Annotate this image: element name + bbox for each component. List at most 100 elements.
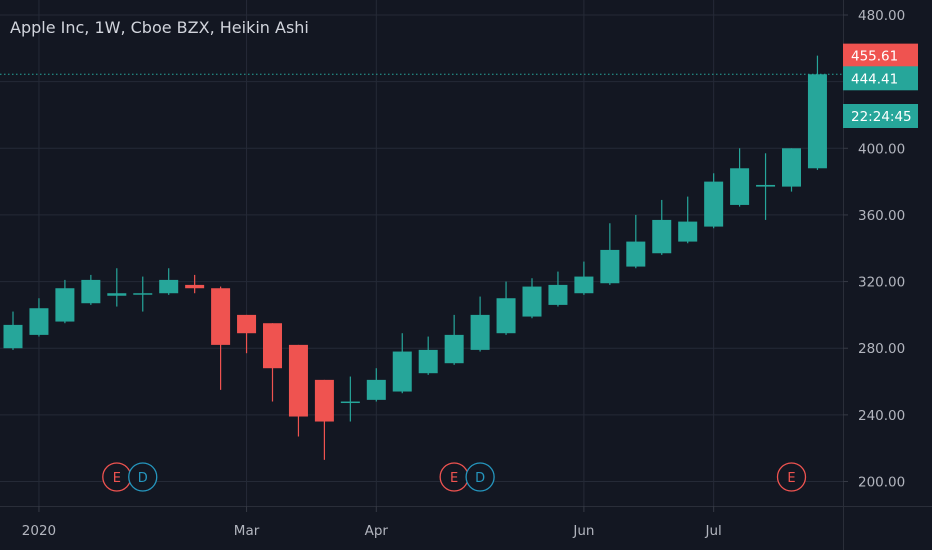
candle[interactable] xyxy=(496,281,516,335)
candle[interactable] xyxy=(444,314,464,365)
candle-body xyxy=(704,181,724,227)
countdown-tag-bg xyxy=(843,104,918,128)
candle[interactable] xyxy=(107,268,127,307)
y-tick-label: 280.00 xyxy=(858,341,905,357)
candle[interactable] xyxy=(366,368,386,402)
price-tags: 455.61 444.41 22:24:45 xyxy=(843,43,918,128)
y-tick-label: 400.00 xyxy=(858,141,905,157)
candle-body xyxy=(159,279,179,294)
dividend-marker[interactable]: D xyxy=(128,462,158,492)
candle-body xyxy=(133,293,153,295)
candle[interactable] xyxy=(626,214,646,269)
x-tick-label: 2020 xyxy=(22,523,56,539)
countdown-tag: 22:24:45 xyxy=(843,104,918,128)
candle[interactable] xyxy=(81,274,101,305)
price-axis[interactable]: 480.00440.00400.00360.00320.00280.00240.… xyxy=(843,8,905,491)
candle-body xyxy=(756,184,776,187)
candle[interactable] xyxy=(263,323,282,402)
candle[interactable] xyxy=(211,286,231,390)
candle-body xyxy=(392,351,412,392)
dividend-marker-letter: D xyxy=(138,471,148,486)
y-tick-label: 320.00 xyxy=(858,275,905,291)
candle-body xyxy=(730,168,750,205)
x-tick-label: Jul xyxy=(705,523,722,539)
candle[interactable] xyxy=(418,336,438,375)
high-price-tag-label: 455.61 xyxy=(851,49,898,65)
earnings-marker-letter: E xyxy=(113,471,121,486)
candle[interactable] xyxy=(704,173,724,229)
candle[interactable] xyxy=(730,148,750,207)
candle[interactable] xyxy=(548,271,568,307)
earnings-marker-letter: E xyxy=(787,471,795,486)
candle[interactable] xyxy=(288,344,308,437)
candle-body xyxy=(3,324,23,349)
dividend-marker[interactable]: D xyxy=(465,462,495,492)
candle[interactable] xyxy=(340,376,360,422)
high-price-tag-bg xyxy=(843,43,918,68)
candle[interactable] xyxy=(782,148,801,192)
candle-body xyxy=(600,249,620,284)
candle[interactable] xyxy=(678,196,698,244)
candle-body xyxy=(366,379,386,400)
last-price-tag-label: 444.41 xyxy=(851,71,898,87)
candle[interactable] xyxy=(314,379,334,460)
candle[interactable] xyxy=(574,261,594,295)
candle[interactable] xyxy=(29,298,49,337)
symbol-title: Apple Inc, 1W, Cboe BZX, Heikin Ashi xyxy=(10,18,309,37)
candle[interactable] xyxy=(159,268,179,295)
candles[interactable] xyxy=(3,55,827,460)
candle-body xyxy=(288,344,308,417)
candle-body xyxy=(470,314,490,350)
candle-body xyxy=(418,349,438,374)
earnings-marker[interactable]: E xyxy=(102,462,132,492)
x-tick-label: Jun xyxy=(572,523,594,539)
time-axis[interactable]: 2020 Mar Apr Jun Jul xyxy=(22,506,722,539)
candle-body xyxy=(314,379,334,422)
candle[interactable] xyxy=(470,296,490,352)
candle-body xyxy=(340,401,360,404)
candle-body xyxy=(55,288,75,322)
earnings-marker[interactable]: E xyxy=(439,462,469,492)
candle[interactable] xyxy=(185,274,205,294)
candle-body xyxy=(263,323,282,369)
high-price-tag: 455.61 xyxy=(843,43,918,68)
candle[interactable] xyxy=(237,314,257,354)
candle-body xyxy=(626,241,646,267)
candle-body xyxy=(574,276,594,294)
candle-body xyxy=(522,286,542,317)
candle[interactable] xyxy=(600,223,620,285)
candle[interactable] xyxy=(133,276,153,312)
last-price-tag-bg xyxy=(843,66,918,91)
candle[interactable] xyxy=(3,311,23,350)
candle-body xyxy=(185,284,205,289)
x-tick-label: Apr xyxy=(365,523,389,539)
candle[interactable] xyxy=(522,278,542,319)
candle-body xyxy=(678,221,698,242)
candle[interactable] xyxy=(652,199,672,255)
last-price-tag: 444.41 xyxy=(843,66,918,91)
candle-body xyxy=(29,308,49,335)
earnings-marker[interactable]: E xyxy=(776,462,807,492)
candle-body xyxy=(237,314,257,334)
earnings-marker-circle xyxy=(776,462,807,492)
y-tick-label: 360.00 xyxy=(858,208,905,224)
candle-body xyxy=(444,334,464,364)
dividend-marker-circle xyxy=(128,462,158,492)
candle-body xyxy=(107,293,127,296)
candle-body xyxy=(81,279,101,304)
candle[interactable] xyxy=(392,333,412,394)
candle-body xyxy=(807,74,827,169)
candle[interactable] xyxy=(756,153,776,220)
y-tick-label: 480.00 xyxy=(858,8,905,24)
y-tick-label: 200.00 xyxy=(858,475,905,491)
y-tick-label: 240.00 xyxy=(858,408,905,424)
candle-body xyxy=(652,219,672,254)
countdown-tag-label: 22:24:45 xyxy=(851,109,912,125)
earnings-marker-letter: E xyxy=(450,471,458,486)
candle[interactable] xyxy=(55,279,75,324)
candle-body xyxy=(496,298,516,334)
